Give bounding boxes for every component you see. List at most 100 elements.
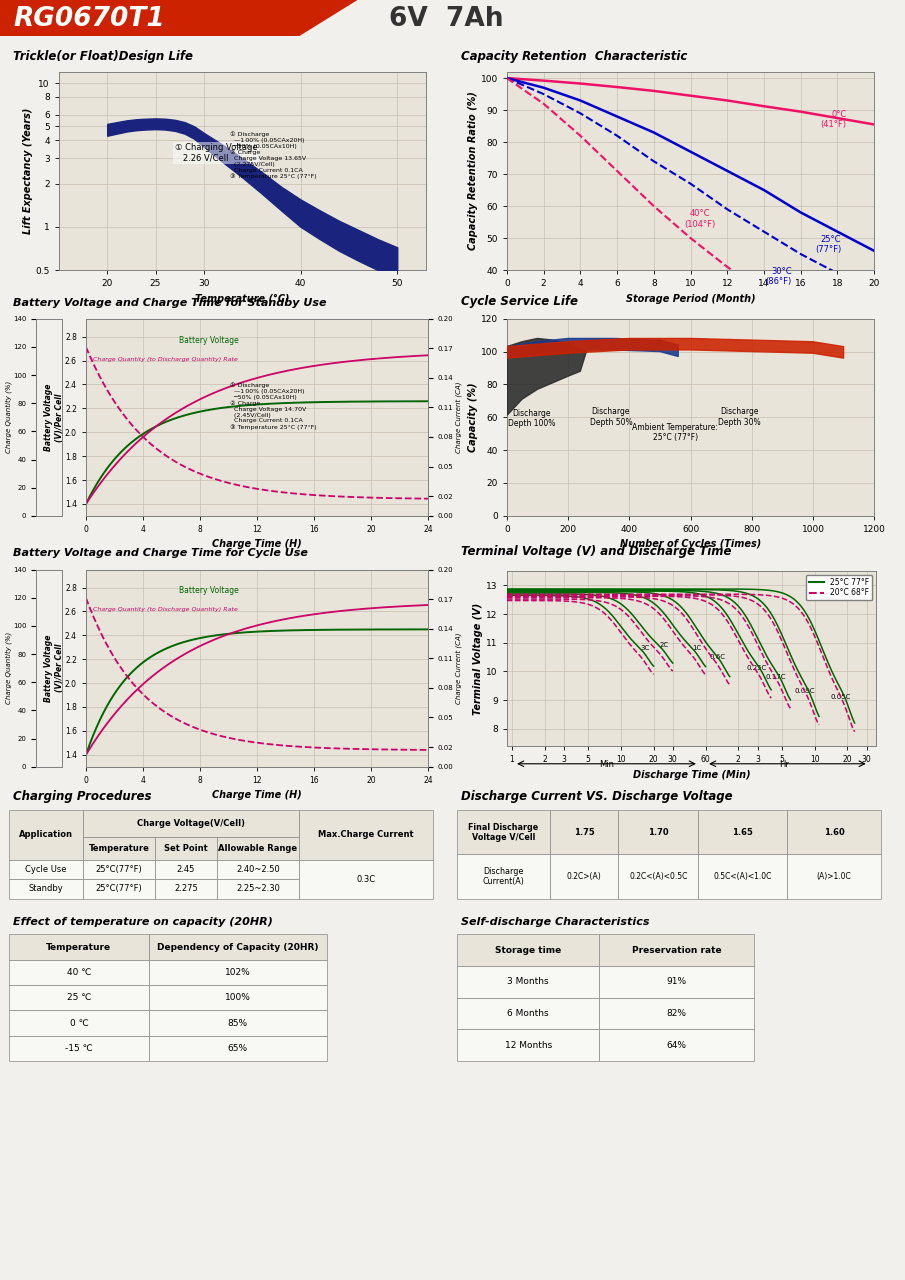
Bar — [216, 860, 300, 879]
Text: Temperature: Temperature — [46, 942, 111, 951]
Y-axis label: Charge Current (CA): Charge Current (CA) — [455, 632, 462, 704]
Text: -15 ℃: -15 ℃ — [65, 1044, 93, 1053]
Text: Min: Min — [599, 760, 614, 769]
Text: 1.75: 1.75 — [574, 828, 595, 837]
Bar — [618, 855, 699, 899]
Bar — [155, 879, 216, 899]
Polygon shape — [0, 0, 357, 36]
Text: Charge Quantity (to Discharge Quantity) Rate: Charge Quantity (to Discharge Quantity) … — [93, 357, 238, 361]
X-axis label: Number of Cycles (Times): Number of Cycles (Times) — [620, 539, 761, 549]
Text: ① Discharge
  —1 00% (0.05CAx20H)
  ─50% (0.05CAx10H)
② Charge
  Charge Voltage : ① Discharge —1 00% (0.05CAx20H) ─50% (0.… — [230, 383, 316, 430]
Bar — [599, 934, 754, 966]
Bar — [787, 810, 881, 855]
Text: 6 Months: 6 Months — [508, 1009, 549, 1018]
X-axis label: Discharge Time (Min): Discharge Time (Min) — [633, 769, 750, 780]
Bar — [9, 810, 83, 860]
Text: 3C: 3C — [641, 645, 650, 652]
Y-axis label: Terminal Voltage (V): Terminal Voltage (V) — [473, 603, 483, 714]
Bar — [457, 1029, 599, 1061]
Text: (A)>1.0C: (A)>1.0C — [816, 872, 852, 881]
Bar — [457, 934, 599, 966]
Bar — [148, 1036, 327, 1061]
Text: 2C: 2C — [660, 643, 669, 648]
Text: Charge Quantity (to Discharge Quantity) Rate: Charge Quantity (to Discharge Quantity) … — [93, 608, 238, 612]
Text: 2.40~2.50: 2.40~2.50 — [236, 865, 280, 874]
Text: Final Discharge
Voltage V/Cell: Final Discharge Voltage V/Cell — [469, 823, 538, 842]
Text: 2.45: 2.45 — [176, 865, 195, 874]
Bar — [457, 855, 550, 899]
Bar — [83, 837, 155, 860]
Bar — [9, 960, 148, 986]
Text: 0.09C: 0.09C — [795, 689, 815, 694]
Legend: 25°C 77°F, 20°C 68°F: 25°C 77°F, 20°C 68°F — [805, 575, 872, 600]
Y-axis label: Lift Expectancy (Years): Lift Expectancy (Years) — [23, 108, 33, 234]
Text: Preservation rate: Preservation rate — [632, 946, 721, 955]
Text: 100%: 100% — [224, 993, 251, 1002]
Text: Terminal Voltage (V) and Discharge Time: Terminal Voltage (V) and Discharge Time — [462, 545, 732, 558]
Bar — [83, 860, 155, 879]
Text: 30°C
(86°F): 30°C (86°F) — [766, 266, 792, 287]
Text: Hr: Hr — [779, 760, 788, 769]
Text: 82%: 82% — [666, 1009, 686, 1018]
Y-axis label: Battery Voltage
(V)/Per Cell: Battery Voltage (V)/Per Cell — [44, 635, 63, 701]
Text: Battery Voltage: Battery Voltage — [178, 335, 238, 344]
X-axis label: Storage Period (Month): Storage Period (Month) — [625, 293, 756, 303]
Text: Application: Application — [19, 831, 73, 840]
Text: 12 Months: 12 Months — [505, 1041, 552, 1050]
Bar — [155, 860, 216, 879]
X-axis label: Charge Time (H): Charge Time (H) — [212, 539, 302, 549]
Bar — [699, 810, 787, 855]
Text: 0.3C: 0.3C — [357, 874, 376, 883]
Text: 1.70: 1.70 — [648, 828, 669, 837]
Text: 0.05C: 0.05C — [830, 694, 851, 700]
Y-axis label: Battery Voltage
(V)/Per Cell: Battery Voltage (V)/Per Cell — [44, 384, 63, 451]
Bar — [787, 855, 881, 899]
Y-axis label: Charge Quantity (%): Charge Quantity (%) — [5, 381, 12, 453]
Text: 0.2C<(A)<0.5C: 0.2C<(A)<0.5C — [629, 872, 688, 881]
Text: 0.6C: 0.6C — [710, 654, 726, 659]
Bar — [83, 879, 155, 899]
Bar — [148, 934, 327, 960]
Bar — [148, 1010, 327, 1036]
Text: 25°C(77°F): 25°C(77°F) — [96, 884, 143, 893]
Text: Dependency of Capacity (20HR): Dependency of Capacity (20HR) — [157, 942, 319, 951]
Bar — [155, 837, 216, 860]
Text: Battery Voltage and Charge Time for Standby Use: Battery Voltage and Charge Time for Stan… — [14, 297, 327, 307]
Bar — [148, 986, 327, 1010]
Text: Temperature: Temperature — [89, 844, 149, 852]
Bar — [457, 810, 550, 855]
Y-axis label: Capacity (%): Capacity (%) — [468, 383, 478, 452]
Bar — [9, 986, 148, 1010]
Text: Capacity Retention  Characteristic: Capacity Retention Characteristic — [462, 50, 688, 63]
Bar — [599, 966, 754, 998]
Text: Effect of temperature on capacity (20HR): Effect of temperature on capacity (20HR) — [14, 916, 273, 927]
Text: Charge Voltage(V/Cell): Charge Voltage(V/Cell) — [138, 819, 245, 828]
Text: Cycle Use: Cycle Use — [25, 865, 67, 874]
Text: 2.25~2.30: 2.25~2.30 — [236, 884, 280, 893]
Text: Allowable Range: Allowable Range — [218, 844, 298, 852]
Text: Charging Procedures: Charging Procedures — [14, 790, 152, 803]
Text: Self-discharge Characteristics: Self-discharge Characteristics — [462, 916, 650, 927]
Text: 25 ℃: 25 ℃ — [67, 993, 91, 1002]
Bar — [300, 810, 433, 860]
Text: ① Discharge
  —1 00% (0.05CAx20H)
  ─50% (0.05CAx10H)
② Charge
  Charge Voltage : ① Discharge —1 00% (0.05CAx20H) ─50% (0.… — [230, 132, 316, 179]
Y-axis label: Charge Quantity (%): Charge Quantity (%) — [5, 632, 12, 704]
Text: Discharge
Current(A): Discharge Current(A) — [482, 867, 525, 886]
Text: RG0670T1: RG0670T1 — [14, 6, 166, 32]
Bar — [83, 810, 300, 837]
Bar — [300, 860, 433, 899]
Text: Standby: Standby — [29, 884, 63, 893]
Bar — [216, 837, 300, 860]
Bar — [457, 998, 599, 1029]
Text: Discharge
Depth 50%: Discharge Depth 50% — [589, 407, 633, 426]
Text: 0.5C<(A)<1.0C: 0.5C<(A)<1.0C — [714, 872, 772, 881]
Text: 91%: 91% — [666, 978, 687, 987]
Bar — [550, 855, 618, 899]
Bar — [550, 810, 618, 855]
Text: 0.2C>(A): 0.2C>(A) — [567, 872, 602, 881]
Polygon shape — [507, 338, 678, 358]
Text: Max.Charge Current: Max.Charge Current — [318, 831, 414, 840]
Bar — [618, 810, 699, 855]
Text: Discharge
Depth 100%: Discharge Depth 100% — [508, 410, 555, 429]
Text: 40 ℃: 40 ℃ — [67, 968, 91, 977]
